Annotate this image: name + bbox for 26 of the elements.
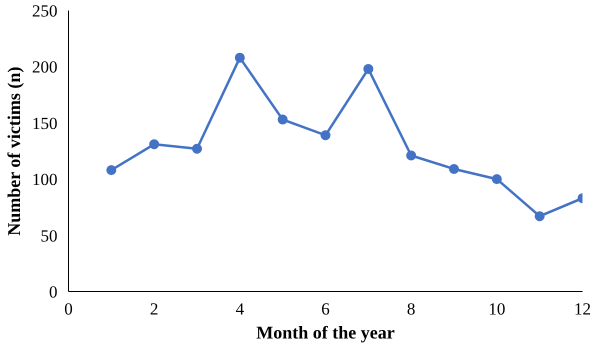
- y-tick-label: 250: [32, 2, 58, 20]
- point: [406, 150, 416, 160]
- x-tick-label: 4: [236, 300, 245, 318]
- point: [278, 114, 288, 125]
- x-tick-label: 10: [488, 300, 506, 318]
- y-tick-label: 50: [40, 226, 58, 246]
- x-tick-label: 6: [321, 300, 330, 318]
- point: [534, 211, 545, 222]
- point: [492, 174, 502, 184]
- point: [192, 144, 202, 154]
- x-axis-title: Month of the year: [256, 322, 395, 342]
- x-tick-label: 12: [574, 300, 591, 318]
- x-tick-label: 0: [64, 300, 73, 318]
- y-tick-label: 150: [32, 114, 58, 133]
- point: [149, 139, 160, 150]
- point: [320, 130, 330, 140]
- y-axis-title: Number of victims (n): [4, 66, 24, 236]
- x-tick-label: 2: [150, 300, 158, 318]
- y-tick-label: 200: [32, 58, 58, 77]
- point: [234, 52, 245, 63]
- point: [106, 165, 116, 176]
- y-tick-label: 0: [49, 282, 58, 302]
- point: [363, 64, 374, 74]
- y-tick-label: 100: [32, 170, 58, 190]
- point: [449, 164, 459, 174]
- x-tick-label: 8: [406, 300, 416, 318]
